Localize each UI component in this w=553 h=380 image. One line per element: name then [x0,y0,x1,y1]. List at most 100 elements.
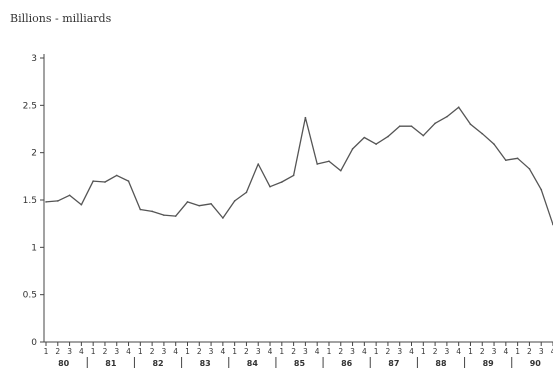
quarter-label: 4 [126,347,131,356]
quarter-label: 2 [291,347,296,356]
quarter-label: 2 [197,347,202,356]
data-point [104,181,106,183]
y-axis-title: Billions - milliards [10,12,112,25]
data-point [410,125,413,127]
data-point [316,163,318,165]
data-point [422,134,425,137]
year-label: 89 [483,359,495,368]
quarter-label: 1 [515,347,520,356]
data-point [92,180,94,182]
quarter-label: 3 [397,347,402,356]
year-label: 88 [435,359,447,368]
data-point [233,200,236,202]
quarter-label: 3 [444,347,449,356]
quarter-label: 2 [103,347,108,356]
quarter-label: 4 [173,347,178,356]
quarter-label: 3 [67,347,72,356]
data-point [163,214,165,216]
year-label: 81 [105,359,117,368]
data-point [115,174,118,177]
quarter-label: 1 [327,347,332,356]
data-point [540,188,543,191]
quarter-label: 2 [55,347,60,356]
year-label: 85 [294,359,306,368]
quarter-label: 4 [503,347,508,356]
quarter-label: 4 [362,347,367,356]
year-label: 82 [152,359,163,368]
data-point [292,174,295,177]
quarter-label: 3 [539,347,544,356]
y-tick-label: 3 [31,54,37,64]
data-point [375,143,377,145]
quarter-label: 2 [386,347,391,356]
quarter-label: 3 [114,347,119,356]
data-point [257,163,260,165]
data-point [186,201,189,203]
year-label: 83 [200,359,211,368]
y-tick-label: 2 [31,149,37,159]
quarter-label: 4 [220,347,225,356]
data-point [198,204,201,207]
data-point [80,203,83,206]
y-tick-label: 0.5 [23,291,37,301]
quarter-label: 3 [492,347,497,356]
data-point [45,201,47,203]
quarter-label: 4 [79,347,84,356]
quarter-label: 1 [232,347,237,356]
data-point [387,135,389,138]
quarter-label: 1 [374,347,379,356]
data-point [339,169,342,172]
quarter-label: 4 [456,347,461,356]
quarter-label: 2 [244,347,249,356]
year-label: 80 [58,359,70,368]
quarter-label: 4 [315,347,320,356]
quarter-label: 1 [138,347,143,356]
data-point [174,215,177,217]
year-label: 86 [341,359,353,368]
quarter-label: 4 [409,347,414,356]
quarter-label: 1 [468,347,473,356]
quarter-label: 4 [551,347,553,356]
quarter-label: 1 [44,347,49,356]
y-tick-label: 1 [31,243,37,253]
data-point [446,115,448,118]
data-point [151,210,153,213]
data-point [505,159,507,162]
data-point [363,136,366,139]
quarter-label: 1 [185,347,190,356]
quarter-label: 4 [268,347,273,356]
quarter-label: 3 [350,347,355,356]
data-point [493,143,495,145]
y-tick-label: 1.5 [23,196,37,206]
year-label: 90 [530,359,542,368]
data-point [481,132,484,135]
data-point [434,122,436,125]
data-point [398,125,401,127]
quarter-label: 2 [480,347,485,356]
data-point [222,217,224,219]
data-point [304,116,307,119]
data-point [269,185,271,188]
quarter-label: 3 [303,347,308,356]
quarter-label: 3 [162,347,167,356]
quarter-label: 2 [433,347,438,356]
y-tick-label: 2.5 [23,101,37,111]
data-point [528,167,531,170]
data-point [68,194,71,197]
data-point [281,181,283,183]
series-line [45,106,553,225]
quarter-label: 2 [527,347,532,356]
data-point [457,106,460,109]
data-point [56,200,59,202]
data-point [139,208,142,211]
data-point [328,160,330,162]
quarter-label: 1 [421,347,426,356]
y-tick-label: 0 [31,338,37,348]
year-label: 87 [388,359,399,368]
quarter-label: 3 [256,347,261,356]
data-point [127,180,130,182]
quarter-label: 1 [279,347,284,356]
quarter-label: 2 [338,347,343,356]
data-point [469,123,472,126]
